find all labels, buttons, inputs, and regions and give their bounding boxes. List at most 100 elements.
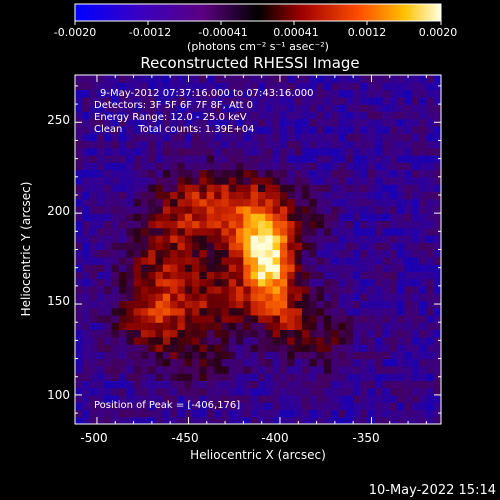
heatmap-cell <box>426 154 435 163</box>
heatmap-cell <box>301 336 310 345</box>
heatmap-cell <box>133 205 142 214</box>
heatmap-cell <box>184 278 193 287</box>
heatmap-cell <box>367 336 376 345</box>
heatmap-cell <box>82 293 91 301</box>
heatmap-cell <box>294 373 303 381</box>
heatmap-cell <box>199 409 208 418</box>
heatmap-cell <box>323 220 332 229</box>
heatmap-cell <box>75 365 83 374</box>
heatmap-cell <box>82 118 91 127</box>
heatmap-cell <box>214 307 222 316</box>
heatmap-cell <box>265 293 274 301</box>
heatmap-cell <box>214 104 222 112</box>
heatmap-cell <box>404 234 413 243</box>
heatmap-cell <box>419 162 427 171</box>
heatmap-cell <box>140 409 149 418</box>
heatmap-cell <box>397 256 405 265</box>
heatmap-cell <box>279 118 288 127</box>
heatmap-cell <box>126 242 135 251</box>
heatmap-cell <box>367 220 376 229</box>
heatmap-cell <box>162 162 171 171</box>
heatmap-cell <box>206 220 215 229</box>
heatmap-cell <box>199 365 208 374</box>
heatmap-cell <box>118 198 127 207</box>
heatmap-cell <box>111 322 120 331</box>
heatmap-cell <box>404 380 413 389</box>
heatmap-cell <box>287 104 296 112</box>
heatmap-cell <box>323 344 332 352</box>
heatmap-cell <box>345 82 354 91</box>
heatmap-cell <box>389 416 398 424</box>
heatmap-cell <box>148 351 157 360</box>
heatmap-cell <box>411 96 420 105</box>
heatmap-cell <box>140 394 149 403</box>
heatmap-cell <box>426 104 435 112</box>
heatmap-cell <box>155 147 164 156</box>
heatmap-cell <box>184 96 193 105</box>
heatmap-cell <box>104 147 113 156</box>
heatmap-cell <box>316 365 325 374</box>
heatmap-cell <box>243 96 252 105</box>
heatmap-cell <box>192 162 201 171</box>
time-range-annotation: 9-May-2012 07:37:16.000 to 07:43:16.000 <box>100 88 313 99</box>
heatmap-cell <box>236 176 244 185</box>
x-axis-label: Heliocentric X (arcsec) <box>190 448 326 462</box>
heatmap-cell <box>192 234 201 243</box>
heatmap-cell <box>221 205 230 214</box>
heatmap-cell <box>221 140 230 149</box>
heatmap-cell <box>214 416 222 424</box>
heatmap-cell <box>258 394 266 403</box>
heatmap-cell <box>192 300 201 309</box>
heatmap-cell <box>111 409 120 418</box>
heatmap-cell <box>118 271 127 280</box>
heatmap-cell <box>301 205 310 214</box>
heatmap-cell <box>316 329 325 338</box>
heatmap-cell <box>433 111 441 120</box>
heatmap-cell <box>258 118 266 127</box>
heatmap-cell <box>96 373 105 381</box>
heatmap-cell <box>118 147 127 156</box>
heatmap-cell <box>243 394 252 403</box>
heatmap-cell <box>426 351 435 360</box>
heatmap-cell <box>243 227 252 236</box>
heatmap-cell <box>104 184 113 192</box>
heatmap-cell <box>82 234 91 243</box>
heatmap-cell <box>294 358 303 367</box>
heatmap-cell <box>338 314 347 323</box>
heatmap-cell <box>375 380 384 389</box>
heatmap-cell <box>433 125 441 134</box>
heatmap-cell <box>404 184 413 192</box>
heatmap-cell <box>89 227 98 236</box>
heatmap-cell <box>426 336 435 345</box>
heatmap-cell <box>272 162 281 171</box>
heatmap-cell <box>375 344 384 352</box>
heatmap-cell <box>279 387 288 396</box>
heatmap-cell <box>309 264 318 272</box>
heatmap-cell <box>236 104 244 112</box>
heatmap-cell <box>419 104 427 112</box>
heatmap-cell <box>89 278 98 287</box>
heatmap-cell <box>316 118 325 127</box>
heatmap-cell <box>323 234 332 243</box>
heatmap-cell <box>126 293 135 301</box>
heatmap-cell <box>309 322 318 331</box>
heatmap-cell <box>279 300 288 309</box>
heatmap-cell <box>323 264 332 272</box>
heatmap-cell <box>221 387 230 396</box>
heatmap-cell <box>228 402 237 411</box>
heatmap-cell <box>236 96 244 105</box>
heatmap-cell <box>309 278 318 287</box>
heatmap-cell <box>258 154 266 163</box>
heatmap-cell <box>228 220 237 229</box>
heatmap-cell <box>389 373 398 381</box>
heatmap-cell <box>294 278 303 287</box>
heatmap-cell <box>397 184 405 192</box>
heatmap-cell <box>221 154 230 163</box>
heatmap-cell <box>397 365 405 374</box>
heatmap-cell <box>338 82 347 91</box>
heatmap-cell <box>360 176 369 185</box>
heatmap-cell <box>118 293 127 301</box>
heatmap-cell <box>345 184 354 192</box>
heatmap-cell <box>177 133 186 142</box>
colorbar-tick-label: -0.0020 <box>54 26 96 39</box>
